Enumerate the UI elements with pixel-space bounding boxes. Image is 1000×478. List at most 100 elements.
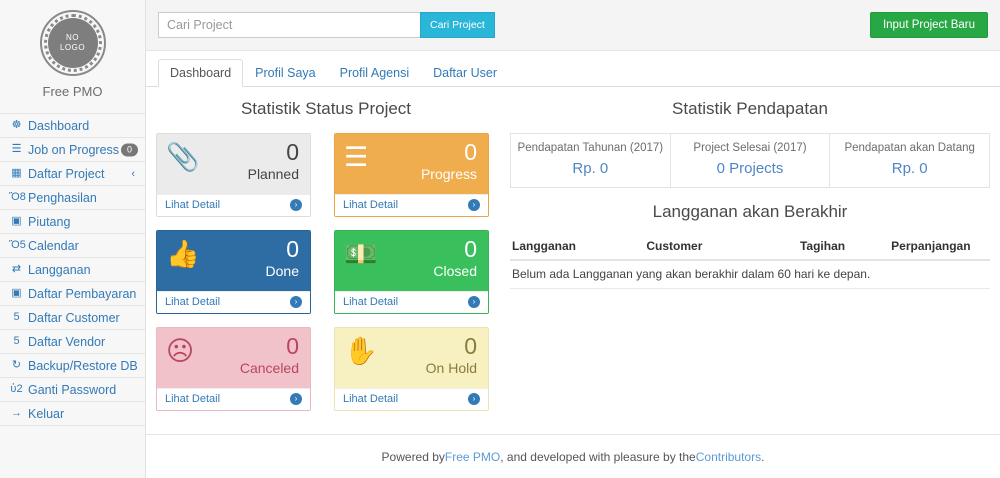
tab-profil-agensi[interactable]: Profil Agensi <box>328 59 421 87</box>
status-card-grid: 📎 0 Planned Lihat Detail › ☰ 0 Progress Lihat De… <box>156 133 496 411</box>
status-card-on-hold[interactable]: ✋ 0 On Hold Lihat Detail › <box>334 327 489 411</box>
tab-label: Dashboard <box>170 66 231 80</box>
sidebar-item-ganti-password[interactable]: ὑ2 Ganti Password <box>0 378 145 402</box>
revenue-box-label: Project Selesai (2017) <box>675 142 826 154</box>
revenue-section-title: Statistik Pendapatan <box>510 99 990 119</box>
status-card-closed[interactable]: 💵 0 Closed Lihat Detail › <box>334 230 489 314</box>
retweet-icon: ⇄ <box>9 264 24 275</box>
status-card-done[interactable]: 👍 0 Done Lihat Detail › <box>156 230 311 314</box>
tab-label: Profil Agensi <box>340 66 409 80</box>
new-project-button[interactable]: Input Project Baru <box>870 12 988 38</box>
sidebar-item-label: Job on Progress <box>28 143 119 157</box>
tab-dashboard[interactable]: Dashboard <box>158 59 243 87</box>
hand-stop-icon: ✋ <box>344 335 378 367</box>
status-card-figures: 0 Progress <box>421 140 479 183</box>
status-card-canceled[interactable]: ☹ 0 Canceled Lihat Detail › <box>156 327 311 411</box>
status-card-count: 0 <box>421 140 477 165</box>
sidebar-item-backup-restore-db[interactable]: ↻ Backup/Restore DB <box>0 354 145 378</box>
lock-icon: ὑ2 <box>9 384 24 395</box>
tab-profil-saya[interactable]: Profil Saya <box>243 59 327 87</box>
app-root: NO LOGO Free PMO ☸ Dashboard ☰ Job on Progr… <box>0 0 1000 478</box>
status-card-detail-label: Lihat Detail <box>343 393 398 405</box>
paperclip-icon: 📎 <box>166 141 200 173</box>
revenue-box-value: Rp. 0 <box>515 160 666 177</box>
status-card-label: Planned <box>248 165 299 183</box>
sidebar-item-label: Dashboard <box>28 119 89 133</box>
sidebar-item-penghasilan[interactable]: Ὄ8 Penghasilan <box>0 186 145 210</box>
subscription-column-header: Perpanjangan <box>889 234 990 260</box>
chevron-left-icon[interactable]: ‹ <box>131 168 135 180</box>
sidebar-item-daftar-pembayaran[interactable]: ▣ Daftar Pembayaran <box>0 282 145 306</box>
status-card-detail-link[interactable]: Lihat Detail › <box>157 388 310 410</box>
main-area: Cari Project Input Project Baru Dashboar… <box>146 0 1000 478</box>
footer-middle: , and developed with pleasure by the <box>500 450 695 464</box>
sidebar-item-label: Penghasilan <box>28 191 97 205</box>
sidebar-item-daftar-project[interactable]: ▦ Daftar Project ‹ <box>0 162 145 186</box>
status-card-label: Done <box>266 262 299 280</box>
thumbs-up-icon: 👍 <box>166 238 200 270</box>
revenue-box-value: 0 Projects <box>675 160 826 177</box>
sidebar-item-langganan[interactable]: ⇄ Langganan <box>0 258 145 282</box>
status-card-figures: 0 On Hold <box>426 334 479 377</box>
search-button[interactable]: Cari Project <box>420 12 495 38</box>
dashboard-content: Statistik Status Project 📎 0 Planned Lihat … <box>146 87 1000 435</box>
search-input[interactable] <box>158 12 420 38</box>
status-card-body: 👍 0 Done <box>157 231 310 291</box>
subscription-empty-message: Belum ada Langganan yang akan berakhir d… <box>510 260 990 289</box>
status-card-planned[interactable]: 📎 0 Planned Lihat Detail › <box>156 133 311 217</box>
brand: NO LOGO Free PMO <box>0 0 145 107</box>
arrow-circle-right-icon: › <box>468 199 480 211</box>
status-card-progress[interactable]: ☰ 0 Progress Lihat Detail › <box>334 133 489 217</box>
status-card-detail-label: Lihat Detail <box>343 199 398 211</box>
revenue-box-row: Pendapatan Tahunan (2017) Rp. 0 Project Se… <box>510 133 990 188</box>
status-card-body: 💵 0 Closed <box>335 231 488 291</box>
dashboard-icon: ☸ <box>9 120 24 131</box>
footer-link-contributors[interactable]: Contributors <box>696 450 761 464</box>
arrow-circle-right-icon: › <box>290 199 302 211</box>
subscription-column-header: Customer <box>644 234 798 260</box>
tasks-icon: ☰ <box>344 141 368 173</box>
status-card-figures: 0 Planned <box>248 140 301 183</box>
arrow-circle-right-icon: › <box>290 296 302 308</box>
frown-icon: ☹ <box>166 335 194 367</box>
tab-label: Profil Saya <box>255 66 315 80</box>
status-card-count: 0 <box>426 334 477 359</box>
money-icon: ▣ <box>9 216 24 227</box>
status-card-detail-link[interactable]: Lihat Detail › <box>157 291 310 313</box>
tab-label: Daftar User <box>433 66 497 80</box>
tab-daftar-user[interactable]: Daftar User <box>421 59 509 87</box>
sidebar-item-label: Daftar Customer <box>28 311 120 325</box>
topbar: Cari Project Input Project Baru <box>146 0 1000 51</box>
sidebar-item-dashboard[interactable]: ☸ Dashboard <box>0 114 145 138</box>
subscription-column-header: Tagihan <box>798 234 889 260</box>
subscription-table: Langganan Customer Tagihan Perpanjangan Bel… <box>510 234 990 289</box>
sidebar-item-keluar[interactable]: → Keluar <box>0 402 145 426</box>
subscription-empty-row: Belum ada Langganan yang akan berakhir d… <box>510 260 990 289</box>
status-card-figures: 0 Closed <box>433 237 479 280</box>
status-card-count: 0 <box>266 237 299 262</box>
sidebar-item-daftar-customer[interactable]: ὆5 Daftar Customer <box>0 306 145 330</box>
sidebar-item-calendar[interactable]: Ὄ5 Calendar <box>0 234 145 258</box>
sidebar-item-piutang[interactable]: ▣ Piutang <box>0 210 145 234</box>
table-icon: ▦ <box>9 168 24 179</box>
status-card-label: Closed <box>433 262 477 280</box>
status-card-detail-link[interactable]: Lihat Detail › <box>335 388 488 410</box>
status-card-figures: 0 Done <box>266 237 301 280</box>
sidebar: NO LOGO Free PMO ☸ Dashboard ☰ Job on Progr… <box>0 0 146 478</box>
status-card-count: 0 <box>248 140 299 165</box>
subscription-table-header-row: Langganan Customer Tagihan Perpanjangan <box>510 234 990 260</box>
arrow-circle-right-icon: › <box>290 393 302 405</box>
revenue-box-label: Pendapatan Tahunan (2017) <box>515 142 666 154</box>
footer-link-free-pmo[interactable]: Free PMO <box>445 450 500 464</box>
status-card-detail-link[interactable]: Lihat Detail › <box>157 194 310 216</box>
status-card-detail-label: Lihat Detail <box>343 296 398 308</box>
sidebar-item-label: Langganan <box>28 263 91 277</box>
tasks-icon: ☰ <box>9 144 24 155</box>
status-card-detail-link[interactable]: Lihat Detail › <box>335 291 488 313</box>
sidebar-item-daftar-vendor[interactable]: ὆5 Daftar Vendor <box>0 330 145 354</box>
status-card-detail-link[interactable]: Lihat Detail › <box>335 194 488 216</box>
sidebar-item-job-on-progress[interactable]: ☰ Job on Progress 0 <box>0 138 145 162</box>
status-card-detail-label: Lihat Detail <box>165 199 220 211</box>
users-icon: ὆5 <box>9 312 24 323</box>
footer: Powered by Free PMO, and developed with … <box>146 435 1000 478</box>
